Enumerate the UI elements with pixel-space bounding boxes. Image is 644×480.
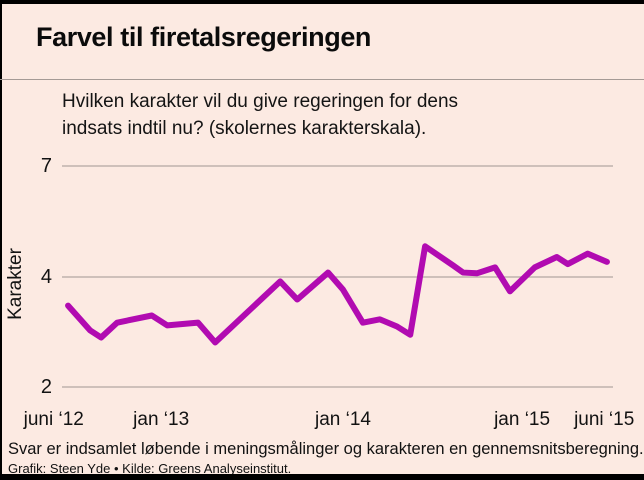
x-tick-label: juni ‘12 [23, 409, 84, 430]
title-divider [0, 79, 644, 80]
x-tick-label: juni ‘15 [574, 409, 635, 430]
data-line [65, 243, 610, 346]
y-tick-label: 4 [40, 266, 52, 288]
page-title: Farvel til firetalsregeringen [36, 22, 372, 52]
left-frame-bar [0, 0, 2, 480]
bottom-frame-bar [0, 474, 644, 480]
footnote: Svar er indsamlet løbende i meningsmålin… [8, 440, 644, 458]
chart-question: Hvilken karakter vil du give regeringen … [62, 88, 458, 142]
chart-question-line-1: Hvilken karakter vil du give regeringen … [62, 91, 459, 112]
credits-line: Grafik: Steen Yde • Kilde: Greens Analys… [8, 461, 292, 476]
y-tick-label: 7 [40, 155, 52, 177]
x-tick-label: jan ‘13 [133, 409, 190, 430]
x-tick-label: jan ‘14 [315, 409, 371, 430]
x-tick-label: jan ‘15 [494, 409, 551, 430]
y-tick-label: 2 [40, 376, 52, 398]
chart-question-line-2: indsats indtil nu? (skolernes karaktersk… [62, 118, 427, 139]
top-frame-bar [0, 0, 644, 4]
